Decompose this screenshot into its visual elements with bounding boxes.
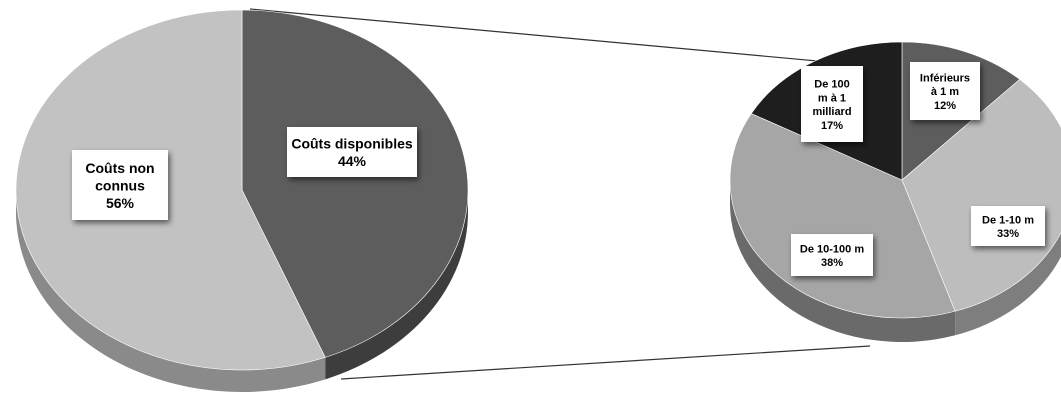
connector-line-top [249,8,873,67]
sub-label-2: De 10-100 m 38% [791,234,873,276]
sub-pct-text-2: 38% [821,257,843,269]
main-slice-1 [15,9,326,371]
main-label-text-1: Coûts non [85,160,154,176]
connector-line-bottom [340,345,871,380]
main-pct-text-0: 44% [338,153,367,169]
sub-label-1: De 1-10 m 33% [971,206,1045,246]
sub-slice-2 [729,113,956,319]
main-slice-0 [241,9,469,358]
main-pie [15,9,469,393]
main-label-text-0: Coûts disponibles [291,136,413,152]
sub-pct-text-3: 17% [821,120,843,132]
sub-label-text-1: De 1-10 m [982,214,1034,226]
sub-slice-1 [901,79,1061,312]
sub-label-0: Inférieurs à 1 m 12% [910,62,980,120]
sub-label-text-0: à 1 m [931,86,959,98]
connector-lines [249,8,873,380]
sub-label-text-3: milliard [812,106,851,118]
main-side-1 [16,190,326,393]
main-label-text-1: connus [95,177,145,193]
sub-side-1 [955,232,1061,336]
sub-pct-text-0: 12% [934,100,956,112]
secondary-pie [729,41,1061,343]
sub-side-2 [729,180,956,343]
sub-label-text-2: De 10-100 m [800,243,864,255]
main-side-0 [325,190,468,380]
sub-label-text-3: m à 1 [818,92,846,104]
main-pct-text-1: 56% [106,195,135,211]
sub-label-text-3: De 100 [814,79,849,91]
sub-pct-text-1: 33% [997,228,1019,240]
sub-label-text-0: Inférieurs [920,72,970,84]
